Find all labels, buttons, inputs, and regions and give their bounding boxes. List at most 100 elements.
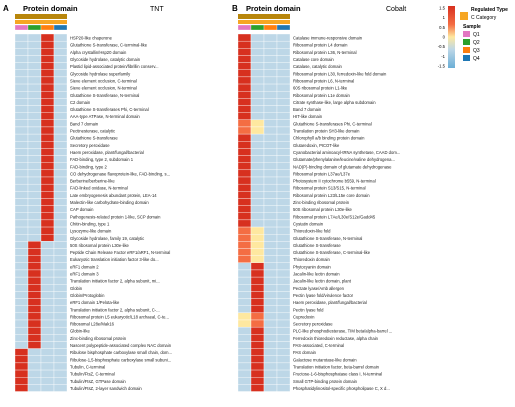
heatmap-cell [263,298,278,306]
heatmap-cell [237,133,252,142]
heatmap-cell [250,284,265,292]
heatmap-cell [27,105,42,113]
row-label: Translation protein SH3-like domain [293,129,360,134]
heatmap-cell [250,169,265,178]
row-label: Ribulose bisphosphate carboxylase small … [70,350,172,355]
heatmap-cell [27,305,42,314]
row-label: Glycoside hydrolase superfamily [70,71,131,76]
color-scale-tick: 1.5 [439,6,445,11]
heatmap-cell [237,112,252,120]
row-label: Berberine/berberine-like [70,179,115,184]
heatmap-cell [40,198,55,206]
heatmap-cell [263,205,278,213]
heatmap-cell [237,141,252,149]
row-label: Late embryogenesis abundant protein, LEA… [70,193,157,198]
heatmap-cell [14,377,29,385]
heatmap-cell [250,291,265,299]
row-label: Ribosomal protein L37ae/L37e [293,171,351,176]
heatmap-cell [237,377,252,385]
heatmap-cell [237,248,252,256]
heatmap-cell [27,384,42,392]
row-label: eRF1 domain 3 [70,272,99,277]
category-strip [238,20,290,24]
heatmap-cell [27,355,42,364]
heatmap-cell [250,133,265,142]
heatmap-cell [276,305,291,314]
heatmap-cell [237,319,252,328]
heatmap-cell [40,305,55,314]
row-label: eRF1 domain 2 [70,264,99,269]
row-label: Tubulin, C-terminal [70,364,105,369]
row-label: Ribosomal L28e/Mak16 [70,322,115,327]
heatmap-cell [276,176,291,185]
heatmap-cell [14,305,29,314]
heatmap-cell [40,234,55,242]
heatmap-cell [53,262,68,271]
heatmap-cell [27,126,42,135]
heatmap-cell [27,98,42,106]
legend-swatch-q4 [463,55,470,61]
heatmap-cell [40,133,55,142]
heatmap-cell [276,198,291,206]
heatmap-cell [263,198,278,206]
row-label: C2 domain [70,100,91,105]
heatmap-cell [53,355,68,364]
heatmap-cell [263,133,278,142]
heatmap-cell [250,98,265,106]
heatmap-cell [276,341,291,349]
heatmap-cell [53,162,68,171]
row-label: Tubulin/FtsZ, C-terminal [70,372,115,377]
row-label: Small GTP-binding protein domain [293,379,358,384]
heatmap-cell [237,162,252,171]
heatmap-cell [250,348,265,356]
heatmap-cell [27,48,42,56]
heatmap-cell [250,384,265,392]
row-label: Thioredoxin domain [293,257,330,262]
row-label: Glutathione S-transferases Phi, C-termin… [293,121,372,126]
legend-regulated-title: Regulated Type [471,7,508,13]
row-label: Glutamate/phenylalanine/leucine/valine d… [293,157,395,162]
heatmap-cell [27,262,42,271]
heatmap-cell [53,384,68,392]
heatmap-cell [250,262,265,271]
heatmap-cell [276,269,291,278]
heatmap-cell [263,141,278,149]
heatmap-cell [27,326,42,335]
heatmap-cell [27,341,42,349]
heatmap-cell [250,205,265,213]
panel-header: Protein domain [246,4,301,13]
row-label: Glutathione S-transferase, C-terminal-li… [293,250,371,255]
heatmap-cell [27,112,42,120]
heatmap-cell [237,341,252,349]
heatmap-cell [14,169,29,178]
heatmap-cell [27,183,42,192]
heatmap-cell [27,298,42,306]
heatmap-cell [250,40,265,49]
heatmap-cell [40,176,55,185]
row-label: Glycoside hydrolase, catalytic domain [70,57,141,62]
heatmap-cell [14,341,29,349]
heatmap-cell [40,69,55,78]
heatmap-cell [40,276,55,285]
heatmap-cell [237,369,252,378]
heatmap-cell [53,226,68,235]
heatmap-cell [40,255,55,263]
heatmap-cell [53,205,68,213]
heatmap-cell [263,226,278,235]
heatmap-cell [263,212,278,221]
color-scale-tick: -1.5 [438,64,446,69]
heatmap-cell [263,341,278,349]
heatmap-cell [250,212,265,221]
heatmap-cell [27,141,42,149]
heatmap-cell [27,62,42,70]
panel-header: Protein domain [23,4,78,13]
heatmap-cell [276,255,291,263]
heatmap-cell [40,169,55,178]
heatmap-cell [14,234,29,242]
row-label: Thioredoxin-like fold [293,229,331,234]
heatmap-cell [276,155,291,163]
row-label: Alpha crystallin/Hsp20 domain [70,50,127,55]
heatmap-cell [237,326,252,335]
heatmap-cell [40,98,55,106]
row-label: Globin/Protoglobin [70,293,105,298]
